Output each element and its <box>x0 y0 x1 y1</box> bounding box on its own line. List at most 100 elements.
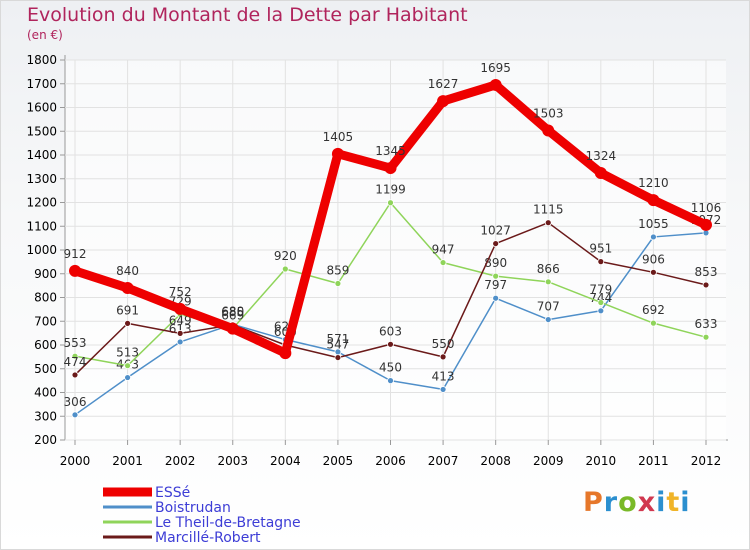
proxiti-logo: Proxiti <box>583 487 691 518</box>
data-label: 633 <box>695 317 718 331</box>
y-tick-label: 1400 <box>26 148 57 162</box>
logo-letter: t <box>666 487 681 518</box>
data-label: 649 <box>169 313 192 327</box>
y-tick-label: 1300 <box>26 172 57 186</box>
data-point <box>334 354 342 361</box>
logo-letter: r <box>603 487 619 518</box>
y-tick-label: 700 <box>34 314 57 328</box>
data-point <box>650 268 657 276</box>
data-label: 1324 <box>586 149 617 163</box>
data-point <box>650 319 657 327</box>
data-label: 1055 <box>638 217 669 231</box>
x-tick-label: 2007 <box>428 454 459 468</box>
data-point <box>176 338 184 346</box>
x-tick-label: 2012 <box>691 454 722 468</box>
data-point <box>544 278 552 286</box>
data-label: 1405 <box>323 130 354 144</box>
x-tick-label: 2003 <box>217 454 248 468</box>
data-point <box>69 264 81 277</box>
data-label: 1210 <box>638 176 669 190</box>
legend-label: Marcillé-Robert <box>155 530 261 546</box>
x-tick-label: 2000 <box>60 454 91 468</box>
y-tick-label: 1600 <box>26 101 57 115</box>
x-tick-label: 2004 <box>270 454 301 468</box>
data-point <box>124 362 131 370</box>
x-tick-label: 2009 <box>533 454 564 468</box>
data-label: 669 <box>221 309 244 323</box>
data-point <box>597 258 605 266</box>
data-point <box>492 272 500 280</box>
x-tick-label: 2008 <box>480 454 511 468</box>
legend-label: Boistrudan <box>155 500 231 516</box>
data-label: 571 <box>326 332 349 346</box>
data-label: 779 <box>589 282 612 296</box>
data-point <box>124 319 131 327</box>
data-label: 550 <box>432 337 455 351</box>
data-point <box>700 218 712 231</box>
data-label: 1503 <box>533 107 564 121</box>
data-label: 547 <box>326 338 349 352</box>
data-label: 513 <box>116 346 139 360</box>
data-point <box>544 219 552 227</box>
x-tick-label: 2006 <box>375 454 406 468</box>
data-point <box>121 282 134 294</box>
data-point <box>174 302 187 315</box>
data-point <box>650 233 657 241</box>
y-tick-label: 200 <box>34 433 57 447</box>
y-tick-label: 300 <box>34 409 57 423</box>
legend-label: ESSé <box>155 485 190 501</box>
data-point <box>542 124 555 137</box>
logo-letter: o <box>618 487 638 518</box>
x-tick-label: 2011 <box>638 454 669 468</box>
data-label: 912 <box>64 247 87 261</box>
data-point <box>439 386 447 393</box>
data-point <box>702 281 710 289</box>
data-point <box>281 265 289 273</box>
x-tick-label: 2010 <box>586 454 617 468</box>
chart-title: Evolution du Montant de la Dette par Hab… <box>27 4 468 26</box>
data-label: 1115 <box>533 203 564 217</box>
y-tick-label: 1000 <box>26 243 57 257</box>
series-line-0 <box>333 80 711 230</box>
y-tick-label: 800 <box>34 291 57 305</box>
series-line-jump <box>280 149 343 358</box>
data-point <box>71 411 79 419</box>
data-label: 1027 <box>480 224 511 238</box>
data-point <box>439 353 447 361</box>
data-label: 951 <box>589 242 612 256</box>
data-label: 603 <box>379 324 402 338</box>
y-tick-label: 1700 <box>26 77 57 91</box>
data-label: 752 <box>169 285 192 299</box>
data-label: 691 <box>116 303 139 317</box>
data-point <box>387 199 394 207</box>
data-point <box>597 299 605 306</box>
data-label: 1695 <box>480 61 511 75</box>
data-label: 920 <box>274 249 297 263</box>
data-label: 1627 <box>428 77 459 91</box>
x-tick-label: 2001 <box>112 454 143 468</box>
data-point <box>492 240 500 247</box>
x-tick-label: 2005 <box>323 454 354 468</box>
data-label: 450 <box>379 361 402 375</box>
data-label: 797 <box>484 278 507 292</box>
y-tick-label: 1800 <box>26 53 57 67</box>
data-label: 866 <box>537 262 560 276</box>
data-label: 840 <box>116 264 139 278</box>
data-label: 859 <box>326 263 349 277</box>
data-label: 1345 <box>375 144 406 158</box>
data-point <box>594 167 607 180</box>
data-point <box>331 147 344 160</box>
y-tick-label: 500 <box>34 362 57 376</box>
data-point <box>71 371 79 379</box>
data-point <box>597 307 605 315</box>
logo-letter: i <box>656 487 667 518</box>
data-label: 707 <box>537 300 560 314</box>
data-point <box>226 322 239 335</box>
data-point <box>334 280 342 287</box>
data-point <box>439 259 447 266</box>
data-label: 553 <box>64 336 87 350</box>
data-label: 853 <box>695 265 718 279</box>
data-label: 474 <box>64 355 87 369</box>
x-tick-label: 2002 <box>165 454 196 468</box>
